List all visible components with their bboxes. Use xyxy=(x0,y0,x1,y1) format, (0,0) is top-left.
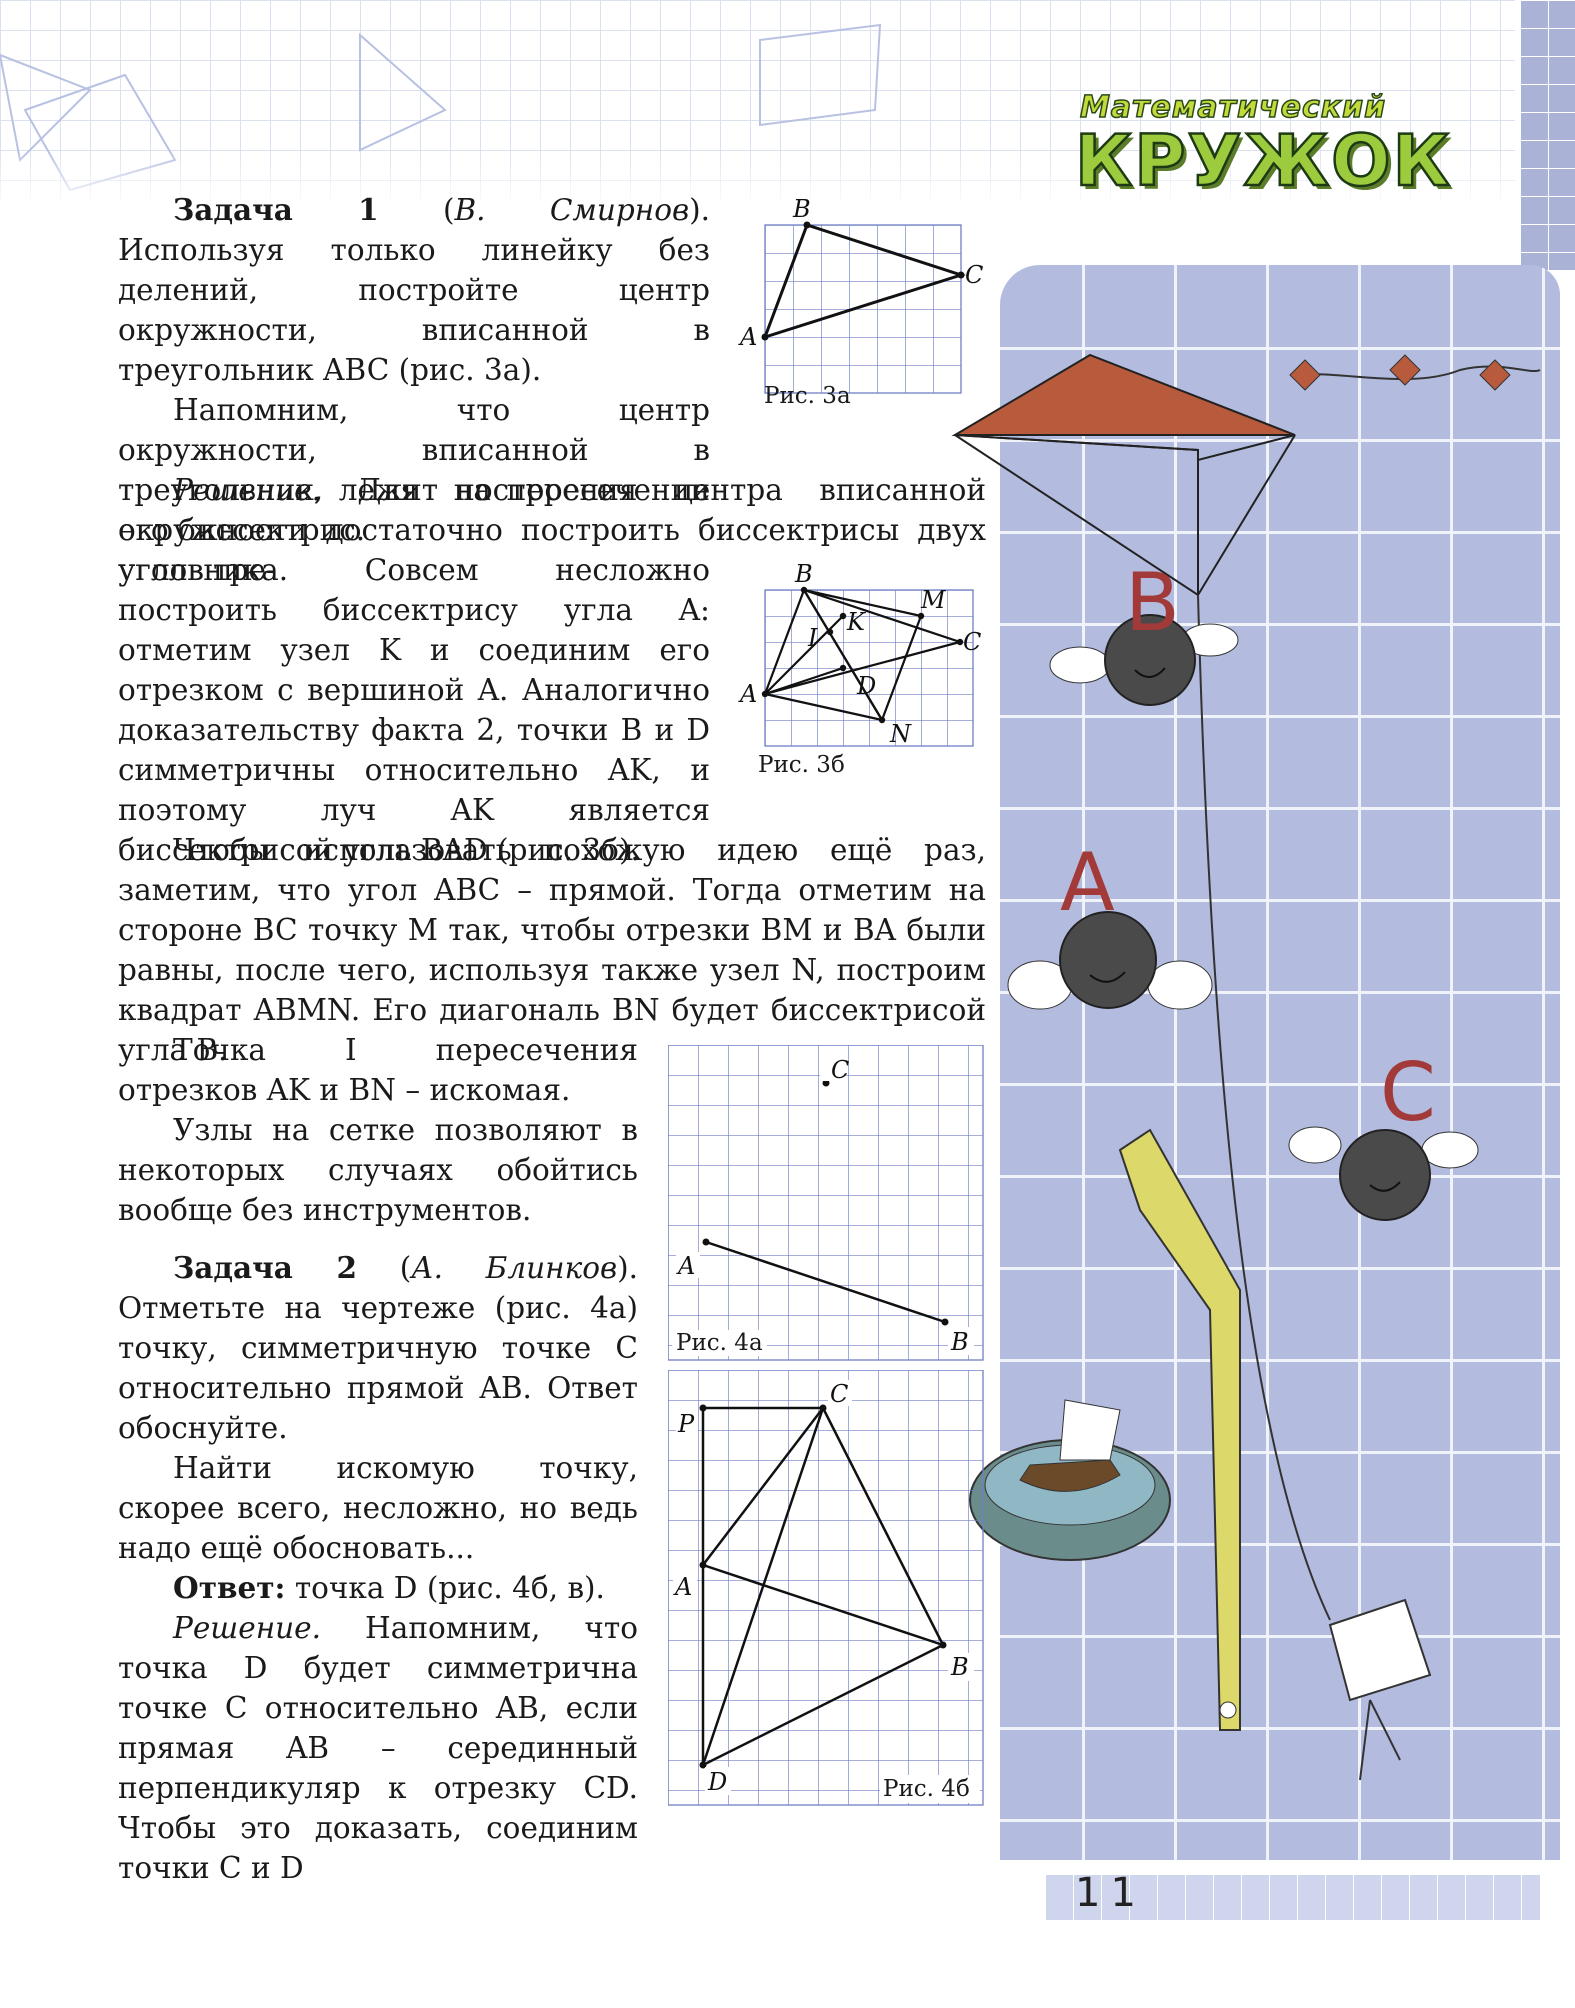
problem1-author: В. Смирнов xyxy=(454,193,690,227)
fig3a-label-a: A xyxy=(738,323,757,351)
page-number-bar xyxy=(1045,1875,1540,1920)
figure-3b: A B C I K M D N xyxy=(738,562,981,748)
fig3a-caption: Рис. 3а xyxy=(764,383,851,409)
problem1-solution-label: Решение. xyxy=(173,473,321,507)
problem2-answer: точка D (рис. 4б, в). xyxy=(294,1571,605,1605)
logo-line2: КРУЖОК xyxy=(1074,119,1452,204)
fig4a-label-c: C xyxy=(831,1056,849,1084)
fig3a-label-c: C xyxy=(965,261,983,289)
problem1-statement: Используя только линейку без делений, по… xyxy=(118,233,710,387)
problem1-solution-column: угольника. Совсем несложно построить бис… xyxy=(118,550,710,870)
problem2-heading: Задача 2 xyxy=(173,1250,358,1285)
figure-4b: P C A B D xyxy=(668,1370,984,1806)
fig3b-label-i: I xyxy=(807,624,818,652)
page-number: 11 xyxy=(1075,1870,1146,1916)
problem2-answer-label: Ответ: xyxy=(173,1570,286,1605)
figure-3a: A B C xyxy=(738,195,983,394)
letter-a: A xyxy=(1060,836,1115,929)
fig3b-label-b: B xyxy=(794,562,813,588)
fig3b-label-d: D xyxy=(856,672,876,700)
problem1-solution-p4: Узлы на сетке позволяют в некоторых случ… xyxy=(118,1113,638,1227)
problem2-author: А. Блинков xyxy=(411,1251,618,1285)
problem1-heading: Задача 1 xyxy=(173,192,379,227)
problem1-solution-p2: Чтобы использовать похожую идею ещё раз,… xyxy=(118,833,986,1067)
fig4b-label-p: P xyxy=(677,1410,695,1438)
problem2-block: Задача 2 (А. Блинков). Отметьте на черте… xyxy=(118,1250,639,1885)
problem2-statement: Отметьте на чертеже (рис. 4а) точку, сим… xyxy=(118,1291,638,1445)
letter-b: B xyxy=(1125,556,1180,649)
problem1-solution-start: Для построения центра вписанной окружнос… xyxy=(118,473,986,587)
problem2-solution-label: Решение. xyxy=(173,1611,321,1645)
fig3b-label-a: A xyxy=(738,680,757,708)
fig4b-label-b: B xyxy=(950,1653,969,1681)
right-edge-strip xyxy=(1520,0,1575,270)
fig4b-label-d: D xyxy=(707,1768,727,1796)
problem1-solution-p1: угольника. Совсем несложно построить бис… xyxy=(118,553,710,867)
problem1-intro: Задача 1 (В. Смирнов). Используя только … xyxy=(118,190,710,550)
problem1-solution-wide: Решение. Для построения центра вписанной… xyxy=(118,470,986,590)
problem2-comment: Найти искомую точку, скорее всего, несло… xyxy=(118,1451,638,1565)
problem1-reminder: Напомним, что центр окружности, вписанно… xyxy=(118,393,710,547)
fig4a-label-b: B xyxy=(950,1328,969,1356)
top-fade xyxy=(0,150,1515,210)
fig4b-label-a: A xyxy=(673,1573,692,1601)
logo-line1: Математический xyxy=(1079,89,1387,126)
problem2-solution: Напомним, что точка D будет симметрична … xyxy=(118,1611,638,1885)
fig4b-label-c: C xyxy=(830,1380,848,1408)
fig3b-label-n: N xyxy=(889,720,912,748)
letter-c: C xyxy=(1380,1046,1436,1139)
fig3b-caption: Рис. 3б xyxy=(758,752,845,778)
problem1-conclusion: Точка I пересечения отрезков AK и BN – и… xyxy=(118,1030,638,1230)
fig4a-label-a: A xyxy=(676,1252,695,1280)
logo: Математический КРУЖОК xyxy=(1030,89,1460,205)
problem1-solution-p3: Точка I пересечения отрезков AK и BN – и… xyxy=(118,1033,638,1107)
problem1-solution-p2-block: Чтобы использовать похожую идею ещё раз,… xyxy=(118,830,986,1070)
fig4b-caption: Рис. 4б xyxy=(883,1776,970,1802)
fig3b-label-m: M xyxy=(920,586,947,614)
fig3b-label-k: K xyxy=(846,608,867,636)
kite-illustration: B A C xyxy=(951,353,1541,1781)
fig4a-caption: Рис. 4а xyxy=(672,1330,767,1356)
figure-4a: C A B xyxy=(668,1045,984,1361)
fig3a-label-b: B xyxy=(792,195,811,223)
fig3b-label-c: C xyxy=(963,628,981,656)
illustration-background xyxy=(1000,265,1560,1860)
